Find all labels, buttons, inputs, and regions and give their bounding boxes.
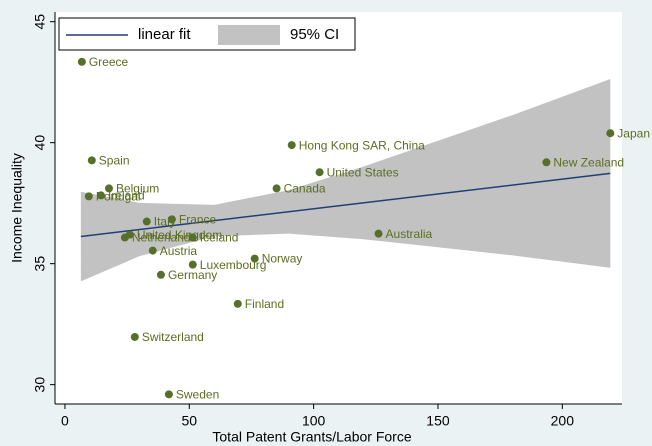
point (272, 184, 281, 193)
x-tick-label: 100 (302, 413, 326, 429)
x-tick-label: 0 (61, 413, 69, 429)
point (120, 233, 129, 242)
point (84, 192, 93, 201)
point-label: Sweden (176, 387, 219, 401)
point-label: United States (327, 165, 399, 179)
y-tick-label: 35 (32, 256, 48, 272)
point-label: Spain (99, 154, 130, 168)
point (188, 260, 197, 269)
point (542, 158, 551, 167)
point (87, 156, 96, 165)
point (233, 299, 242, 308)
point (156, 270, 165, 279)
point (188, 233, 197, 242)
point-label: Norway (262, 252, 303, 266)
ci-band (80, 79, 611, 282)
point-label: Ireland (108, 189, 145, 203)
x-axis-title: Total Patent Grants/Labor Force (212, 429, 411, 445)
x-tick-label: 200 (551, 413, 575, 429)
y-tick-label: 45 (32, 14, 48, 30)
x-tick-label: 150 (426, 413, 450, 429)
point-label: United Kingdom (137, 228, 222, 242)
point-label: Hong Kong SAR, China (299, 138, 425, 152)
point-label: Luxembourg (200, 258, 267, 272)
legend-box (58, 17, 356, 51)
point (315, 168, 324, 177)
point-label: France (179, 213, 217, 227)
point (148, 246, 157, 255)
point (287, 141, 296, 150)
point-label: Germany (168, 268, 217, 282)
point (97, 191, 106, 200)
point (130, 332, 139, 341)
fit-line (80, 172, 611, 238)
point-label: Iceland (200, 231, 239, 245)
legend-label: linear fit (138, 26, 191, 43)
y-tick-label: 40 (32, 135, 48, 151)
point-label: Portugal (96, 190, 141, 204)
point-label: Canada (284, 182, 326, 196)
point (374, 229, 383, 238)
point (164, 390, 173, 399)
x-tick-label: 50 (182, 413, 198, 429)
point-label: Greece (89, 55, 129, 69)
point-label: New Zealand (553, 155, 624, 169)
point-label: Austria (160, 244, 198, 258)
y-tick-label: 30 (32, 377, 48, 393)
point (250, 254, 259, 263)
point-label: Australia (386, 227, 433, 241)
point-label: Japan (617, 126, 650, 140)
point (77, 57, 86, 66)
point (104, 184, 113, 193)
point-label: Belgium (116, 182, 159, 196)
point-label: Netherlands (132, 231, 197, 245)
point (167, 215, 176, 224)
point-label: Finland (245, 297, 284, 311)
y-axis-title: Income Inequality (9, 153, 25, 263)
point (606, 129, 615, 138)
legend-label: 95% CI (290, 26, 339, 43)
legend-swatch (218, 25, 280, 45)
point-label: Switzerland (142, 330, 204, 344)
point (142, 217, 151, 226)
